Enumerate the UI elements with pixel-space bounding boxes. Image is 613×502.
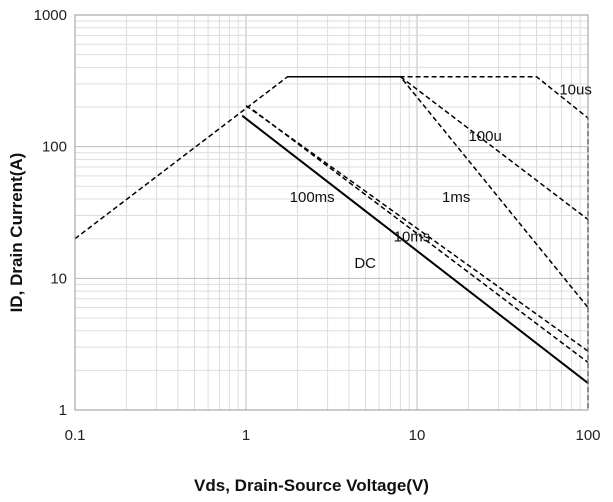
x-axis-title: Vds, Drain-Source Voltage(V) [194,476,429,495]
x-tick-label: 0.1 [65,427,86,444]
series-layer [74,75,589,410]
series-100u-line [399,76,589,221]
y-tick-label: 1000 [34,7,67,24]
y-tick-label: 1 [59,402,67,419]
series-10ms-line [252,109,589,363]
curve-label-10us: 10us [559,81,592,98]
curve-label-100u: 100u [468,128,501,145]
curve-label-100ms: 100ms [290,189,335,206]
x-tick-label: 1 [242,427,250,444]
curve-labels: 10us 100u 1ms 100ms 10ms DC [290,81,592,272]
plot-area [74,14,589,411]
curve-label-10ms: 10ms [394,229,431,246]
grid [75,15,588,410]
tick-labels: 0.1 1 10 100 1 10 100 1000 [34,7,601,444]
y-tick-label: 10 [50,270,67,287]
x-tick-label: 10 [409,427,426,444]
curve-label-1ms: 1ms [442,189,470,206]
y-axis-title: ID, Drain Current(A) [7,153,26,313]
series-dc-line [241,114,589,384]
series-100ms-line [245,104,589,352]
curve-label-dc: DC [354,255,376,272]
x-tick-label: 100 [575,427,600,444]
y-tick-label: 100 [42,139,67,156]
